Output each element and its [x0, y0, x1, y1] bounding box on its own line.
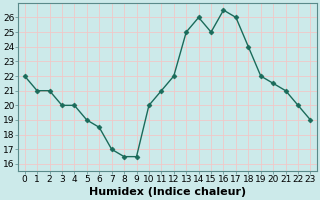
X-axis label: Humidex (Indice chaleur): Humidex (Indice chaleur)	[89, 187, 246, 197]
